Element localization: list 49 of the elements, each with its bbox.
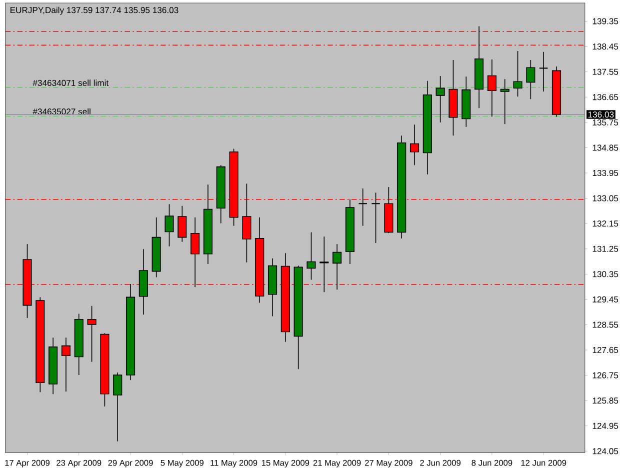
candlestick [487, 58, 496, 117]
x-tick-label: 15 May 2009 [262, 460, 310, 468]
x-tick-label: 12 Jun 2009 [521, 460, 566, 466]
ref-line-label: #34634071 sell limit [32, 80, 109, 86]
x-tick-label: 5 May 2009 [160, 460, 204, 468]
candlestick [358, 188, 368, 226]
candlestick [538, 51, 548, 92]
x-tick-label: 2 Jun 2009 [420, 460, 461, 466]
x-tick-label: 11 May 2009 [210, 460, 258, 468]
y-tick-label: 139.35 [592, 18, 618, 24]
candlestick [410, 124, 420, 166]
candlestick [87, 305, 96, 362]
y-tick-label: 134.85 [592, 144, 618, 151]
y-tick-label: 132.15 [592, 220, 618, 227]
candlestick [178, 205, 187, 242]
y-tick-label: 125.85 [592, 397, 618, 404]
x-tick-label: 27 May 2009 [365, 460, 412, 468]
y-tick-label: 130.35 [592, 271, 618, 278]
y-tick-label: 127.65 [592, 346, 618, 353]
x-tick-label: 17 Apr 2009 [5, 460, 50, 468]
y-tick-label: 126.75 [592, 372, 618, 378]
y-tick-label: 138.45 [592, 43, 618, 50]
y-tick-label: 124.95 [592, 422, 618, 429]
ref-line-label: 136.03 [588, 111, 614, 118]
candlestick [61, 337, 71, 392]
x-tick-label: 23 Apr 2009 [56, 460, 102, 468]
x-tick-label: 8 Jun 2009 [472, 460, 512, 466]
candlestick [436, 76, 445, 123]
y-tick-label: 128.55 [592, 322, 618, 328]
y-tick-label: 129.45 [592, 296, 618, 302]
y-tick-label: 124.05 [592, 448, 618, 454]
x-tick-label: 21 May 2009 [313, 460, 361, 468]
y-tick-label: 133.95 [592, 170, 618, 176]
candlestick [164, 204, 174, 247]
y-tick-label: 133.05 [592, 195, 618, 202]
candlestick [113, 372, 122, 442]
candlestick [306, 232, 316, 280]
x-tick-label: 29 Apr 2009 [108, 460, 153, 468]
chart-title: EURJPY,Daily 137.59 137.74 135.95 136.03 [10, 6, 178, 15]
candlestick [526, 60, 536, 100]
candlestick [332, 244, 342, 290]
candlestick [500, 78, 510, 124]
candlestick [513, 50, 522, 97]
y-tick-label: 136.65 [592, 94, 618, 100]
candlestick [371, 192, 380, 244]
y-tick-label: 131.25 [592, 246, 618, 252]
y-tick-label: 137.55 [592, 68, 618, 75]
y-tick-label: 135.75 [592, 119, 618, 126]
ref-line-label: #34635027 sell [32, 108, 90, 115]
